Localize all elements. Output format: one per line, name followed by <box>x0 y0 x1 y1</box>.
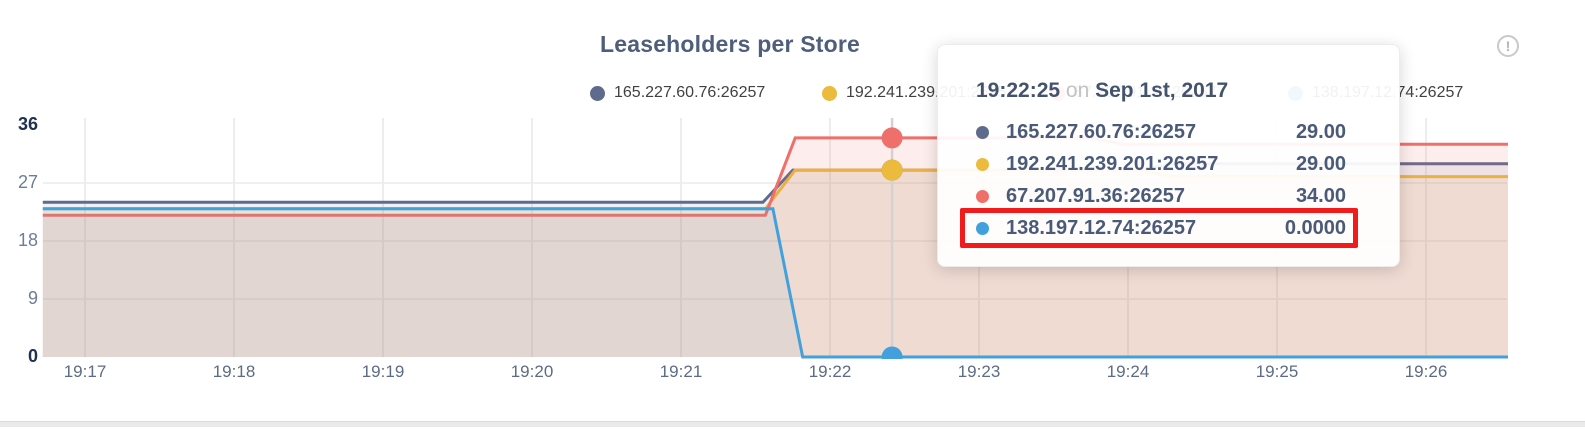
tooltip-rows: 165.227.60.76:26257 29.00 192.241.239.201:… <box>976 116 1346 244</box>
x-tick-label: 19:18 <box>212 362 256 381</box>
legend-item: 165.227.60.76:26257 <box>590 84 765 102</box>
tooltip-series-value: 0.0000 <box>1284 216 1346 239</box>
x-tick-label: 19:22 <box>808 362 852 381</box>
x-tick-label: 19:17 <box>63 362 107 381</box>
legend-label: 165.227.60.76:26257 <box>614 84 766 101</box>
x-tick-label: 19:25 <box>1255 362 1299 381</box>
tooltip-series-dot-icon <box>976 221 989 235</box>
tooltip-series-value: 34.00 <box>1295 184 1346 207</box>
tooltip-time: 19:22:25 <box>976 79 1061 102</box>
x-tick-label: 19:26 <box>1404 362 1448 381</box>
tooltip-row: 165.227.60.76:26257 29.00 <box>976 116 1346 148</box>
tooltip-series-value: 29.00 <box>1295 120 1346 143</box>
y-tick-label: 36 <box>17 114 38 135</box>
tooltip-separator: on <box>1065 79 1090 102</box>
y-tick-label: 27 <box>17 172 38 193</box>
tooltip-header: 19:22:25 on Sep 1st, 2017 <box>976 79 1346 103</box>
x-tick-label: 19:23 <box>957 362 1001 381</box>
tooltip-date: Sep 1st, 2017 <box>1095 79 1229 102</box>
hover-point <box>881 127 903 149</box>
tooltip-series-label: 67.207.91.36:26257 <box>1006 184 1186 207</box>
info-icon[interactable]: ! <box>1497 35 1519 57</box>
x-tick-label: 19:24 <box>1106 362 1150 381</box>
tooltip-series-label: 138.197.12.74:26257 <box>1006 216 1197 239</box>
exclamation-glyph: ! <box>1505 38 1511 54</box>
x-tick-label: 19:21 <box>659 362 703 381</box>
series-area <box>42 208 1508 357</box>
tooltip-series-label: 165.227.60.76:26257 <box>1006 120 1197 143</box>
tooltip-series-label: 192.241.239.201:26257 <box>1006 152 1219 175</box>
tooltip-series-dot-icon <box>976 189 989 203</box>
series-line <box>42 207 1508 359</box>
hover-point <box>881 159 903 181</box>
tooltip-series-value: 29.00 <box>1295 152 1346 175</box>
tooltip-row: 192.241.239.201:26257 29.00 <box>976 148 1346 180</box>
y-tick-label: 0 <box>27 346 38 367</box>
legend-dot-icon <box>822 85 837 101</box>
hover-tooltip: 19:22:25 on Sep 1st, 2017 165.227.60.76:… <box>937 44 1400 267</box>
page-title: Leaseholders per Store <box>599 31 861 57</box>
y-tick-label: 18 <box>17 230 38 251</box>
y-tick-label: 9 <box>27 288 38 309</box>
tooltip-series-dot-icon <box>976 157 989 171</box>
x-tick-label: 19:20 <box>510 362 554 381</box>
tooltip-row: 67.207.91.36:26257 34.00 <box>976 180 1346 212</box>
legend-dot-icon <box>590 85 605 101</box>
tooltip-series-dot-icon <box>976 125 989 139</box>
tooltip-row: 138.197.12.74:26257 0.0000 <box>976 212 1346 244</box>
bottom-divider <box>0 421 1585 427</box>
hover-point <box>881 346 903 359</box>
x-tick-label: 19:19 <box>361 362 405 381</box>
